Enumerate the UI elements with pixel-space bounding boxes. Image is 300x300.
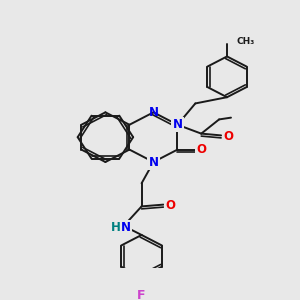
Text: O: O [165,199,175,212]
Text: CH₃: CH₃ [237,37,255,46]
Text: N: N [172,118,182,131]
Text: H: H [111,221,121,234]
Text: N: N [148,155,158,169]
Text: N: N [121,221,131,234]
Text: F: F [137,289,146,300]
Text: O: O [196,143,206,156]
Text: N: N [148,106,158,119]
Text: O: O [223,130,233,143]
